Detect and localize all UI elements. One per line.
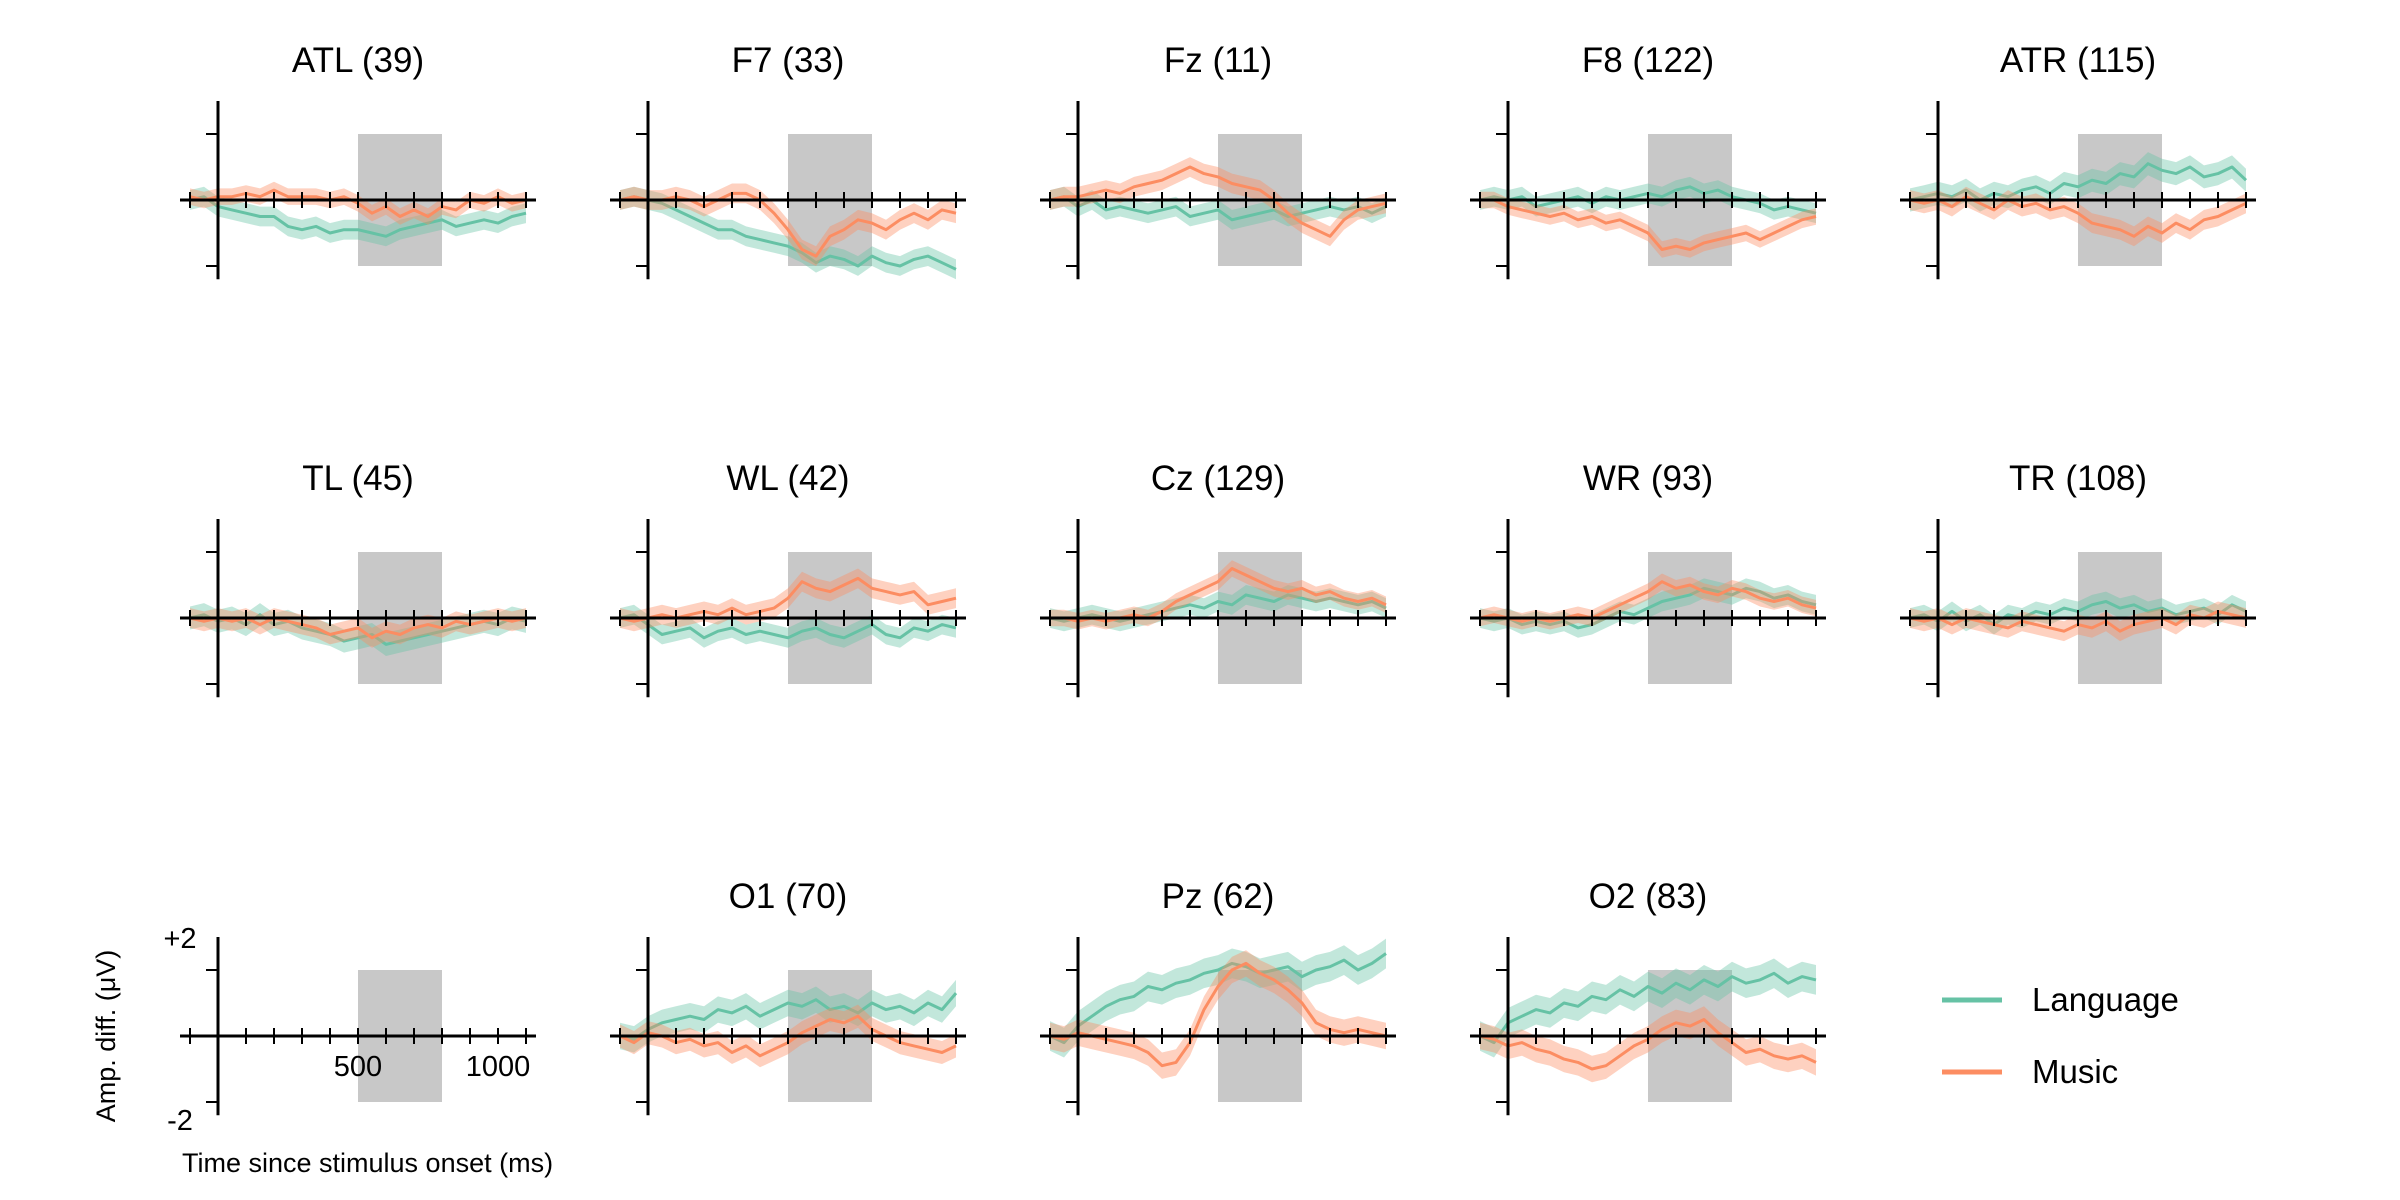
- panel-title: F8 (122): [1582, 41, 1714, 80]
- y-axis-label: Amp. diff. (μV): [91, 950, 121, 1123]
- language-series-line: [619, 992, 958, 1041]
- panel-title: Fz (11): [1164, 41, 1272, 80]
- panel-tr-108: TR (108): [1900, 459, 2256, 698]
- y-tick-label: +2: [163, 923, 196, 955]
- panel-title: O1 (70): [729, 877, 848, 916]
- language-series-line: [1479, 971, 1817, 1045]
- panel-tl-45: TL (45): [180, 459, 536, 698]
- panel-grid: ATL (39) F7 (33) Fz (11) F8 (122) ATR (115) T…: [91, 41, 2256, 1178]
- language-series-line: [619, 195, 957, 271]
- x-axis-label: Time since stimulus onset (ms): [182, 1148, 553, 1178]
- language-series-line: [1909, 162, 2248, 202]
- panel-title: O2 (83): [1589, 877, 1708, 916]
- panel-title: Cz (129): [1151, 459, 1285, 498]
- panel-axis-key: 500 1000 +2 -2 Time since stimulus onset (ms…: [91, 923, 553, 1178]
- panel-title: F7 (33): [732, 41, 845, 80]
- language-ci-band: [1050, 186, 1386, 230]
- x-tick-label: 500: [334, 1051, 382, 1083]
- panel-f7-33: F7 (33): [610, 41, 966, 280]
- panel-title: WR (93): [1583, 459, 1713, 498]
- panel-atr-115: ATR (115): [1900, 41, 2256, 280]
- legend-entry-language: Language: [1942, 981, 2179, 1018]
- music-ci-band: [1480, 1006, 1816, 1083]
- panel-f8-122: F8 (122): [1470, 41, 1826, 280]
- panel-o1-70: O1 (70): [610, 877, 966, 1116]
- music-ci-band: [1480, 191, 1816, 258]
- panel-title: ATR (115): [2000, 41, 2156, 80]
- language-series-line: [619, 613, 957, 640]
- panel-fz-11: Fz (11): [1040, 41, 1396, 280]
- panel-cz-129: Cz (129): [1040, 459, 1396, 698]
- legend: Language Music: [1942, 981, 2179, 1090]
- panel-title: ATL (39): [292, 41, 424, 80]
- panel-title: Pz (62): [1162, 877, 1275, 916]
- panel-wr-93: WR (93): [1470, 459, 1826, 698]
- x-tick-label: 1000: [466, 1051, 531, 1083]
- language-ci-band: [1480, 958, 1816, 1058]
- legend-label: Language: [2032, 981, 2179, 1018]
- panel-o2-83: O2 (83): [1470, 877, 1826, 1116]
- panel-title: TL (45): [302, 459, 414, 498]
- panel-title: TR (108): [2009, 459, 2147, 498]
- panel-pz-62: Pz (62): [1040, 877, 1396, 1116]
- panel-wl-42: WL (42): [610, 459, 966, 698]
- music-series-line: [1049, 165, 1387, 238]
- language-ci-band: [1050, 938, 1386, 1058]
- music-series-line: [1480, 198, 1817, 251]
- panel-atl-39: ATL (39): [180, 41, 536, 280]
- language-series-line: [189, 195, 527, 238]
- language-series-line: [1049, 952, 1387, 1045]
- legend-entry-music: Music: [1942, 1053, 2118, 1090]
- panel-title: WL (42): [726, 459, 849, 498]
- legend-label: Music: [2032, 1053, 2118, 1090]
- y-tick-label: -2: [167, 1105, 193, 1137]
- language-ci-band: [620, 979, 956, 1053]
